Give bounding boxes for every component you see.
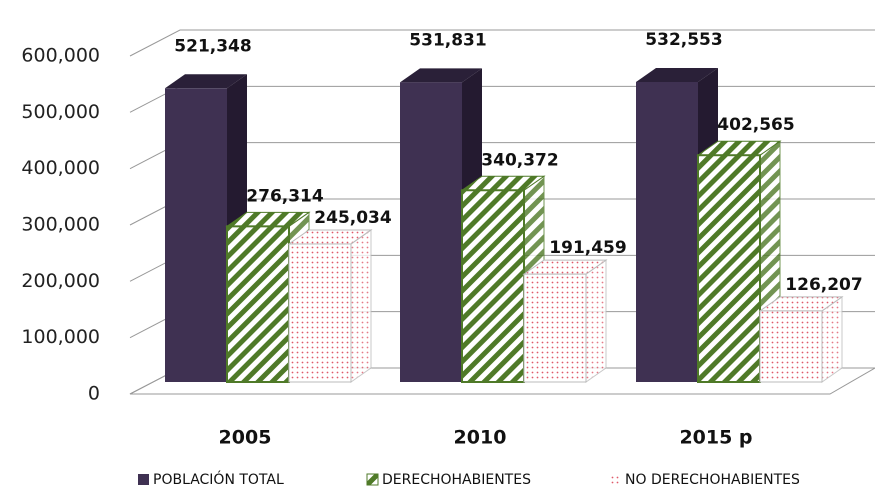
y-tick-label: 0 (88, 383, 100, 405)
bar-front (697, 154, 761, 383)
bar-side (350, 229, 372, 383)
bar (522, 259, 608, 383)
data-label: 276,314 (246, 186, 324, 206)
bar-front (165, 88, 227, 382)
legend-label: POBLACIÓN TOTAL (153, 470, 284, 488)
bar-top (636, 67, 718, 82)
bar (758, 295, 844, 383)
y-tick-label: 200,000 (21, 270, 100, 292)
bar-front (523, 273, 587, 383)
data-label: 126,207 (785, 275, 862, 295)
bar (287, 229, 373, 383)
bar-top (165, 74, 247, 89)
x-tick-label: 2005 (219, 427, 272, 449)
legend-swatch (610, 474, 621, 485)
bar-side (821, 295, 843, 383)
bar-side (585, 259, 607, 383)
x-tick-label: 2010 (454, 427, 507, 449)
data-label: 191,459 (549, 238, 626, 258)
bar (165, 74, 247, 382)
y-tick-label: 400,000 (21, 157, 100, 179)
legend-label: NO DERECHOHABIENTES (625, 472, 800, 488)
bar-front (636, 81, 698, 382)
data-label: 521,348 (174, 36, 251, 56)
data-label: 245,034 (314, 208, 392, 228)
grid-line (129, 29, 875, 57)
bar (696, 140, 782, 383)
legend-swatch (366, 473, 379, 486)
bar (460, 175, 546, 383)
bar-top (400, 68, 482, 83)
y-tick-label: 600,000 (21, 45, 100, 67)
bar-front (400, 82, 462, 383)
bar-front (461, 189, 525, 383)
x-tick-label: 2015 p (679, 427, 752, 449)
y-tick-label: 100,000 (21, 326, 100, 348)
y-tick-label: 300,000 (21, 214, 100, 236)
legend-swatch (138, 474, 149, 485)
bar-front (759, 310, 823, 383)
bar-front (226, 225, 290, 383)
data-label: 402,565 (717, 115, 794, 135)
data-label: 340,372 (481, 150, 558, 170)
y-tick-label: 500,000 (21, 101, 100, 123)
data-label: 532,553 (645, 30, 722, 50)
legend-label: DERECHOHABIENTES (382, 472, 531, 488)
bar-front (288, 243, 352, 383)
data-label: 531,831 (409, 30, 486, 50)
